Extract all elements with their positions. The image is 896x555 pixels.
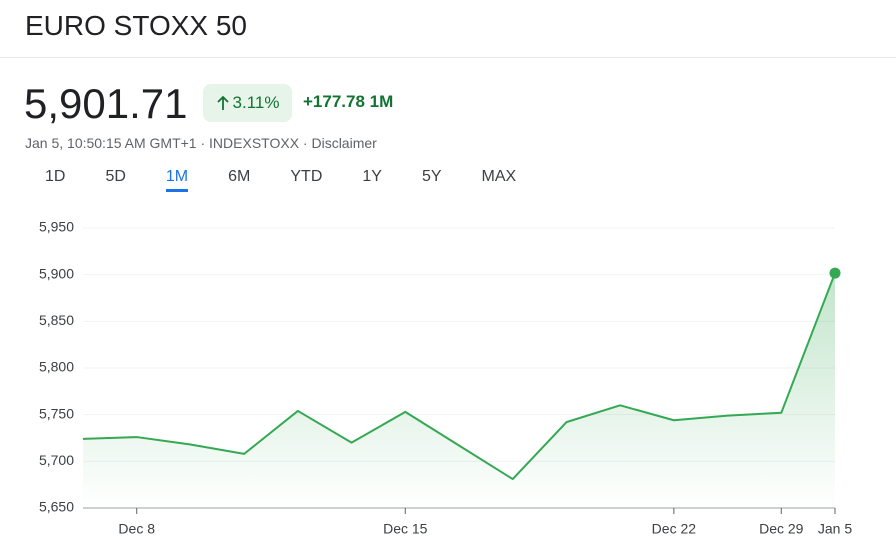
range-tab[interactable]: 1Y bbox=[362, 168, 382, 185]
last-point bbox=[829, 267, 841, 279]
y-tick-label: 5,650 bbox=[39, 499, 74, 515]
range-tab[interactable]: 5Y bbox=[421, 168, 442, 185]
area-fill bbox=[83, 273, 835, 508]
range-tab[interactable]: MAX bbox=[481, 168, 517, 185]
price-line bbox=[82, 272, 836, 481]
x-tick-label: Dec 15 bbox=[383, 521, 428, 537]
range-tab[interactable]: 1D bbox=[45, 168, 66, 185]
y-tick-label: 5,800 bbox=[39, 359, 74, 375]
x-tick-label: Dec 29 bbox=[759, 521, 804, 537]
title: EURO STOXX 50 bbox=[25, 10, 248, 41]
change-pct: 3.11% bbox=[232, 93, 280, 112]
y-tick-label: 5,750 bbox=[39, 405, 74, 421]
x-tick-label: Jan 5 bbox=[818, 521, 852, 537]
subtitle: Jan 5, 10:50:15 AM GMT+1 · INDEXSTOXX · … bbox=[25, 135, 377, 151]
change: +177.78 1M bbox=[303, 92, 394, 111]
up-arrow bbox=[216, 95, 229, 110]
range-tab[interactable]: 1M bbox=[165, 166, 189, 192]
x-tick-label: Dec 22 bbox=[652, 521, 697, 537]
chart: 5,650 5,700 5,750 5,800 5,850 5,900 5,950 Dec 8… bbox=[39, 219, 852, 537]
x-tick-label: Dec 8 bbox=[118, 521, 155, 537]
range-tab[interactable]: YTD bbox=[290, 168, 323, 185]
y-tick-label: 5,900 bbox=[39, 265, 74, 281]
separator bbox=[0, 57, 896, 58]
y-tick-label: 5,950 bbox=[39, 219, 74, 235]
range-tab[interactable]: 6M bbox=[228, 168, 251, 185]
y-tick-label: 5,850 bbox=[39, 312, 74, 328]
range-tabs: 1D 5D 1M 6M YTD 1Y 5Y MAX bbox=[25, 166, 536, 192]
y-tick-label: 5,700 bbox=[39, 452, 74, 468]
price: 5,901.71 bbox=[24, 80, 188, 127]
change-badge: 3.11% bbox=[203, 84, 292, 122]
range-tab[interactable]: 5D bbox=[105, 168, 126, 185]
